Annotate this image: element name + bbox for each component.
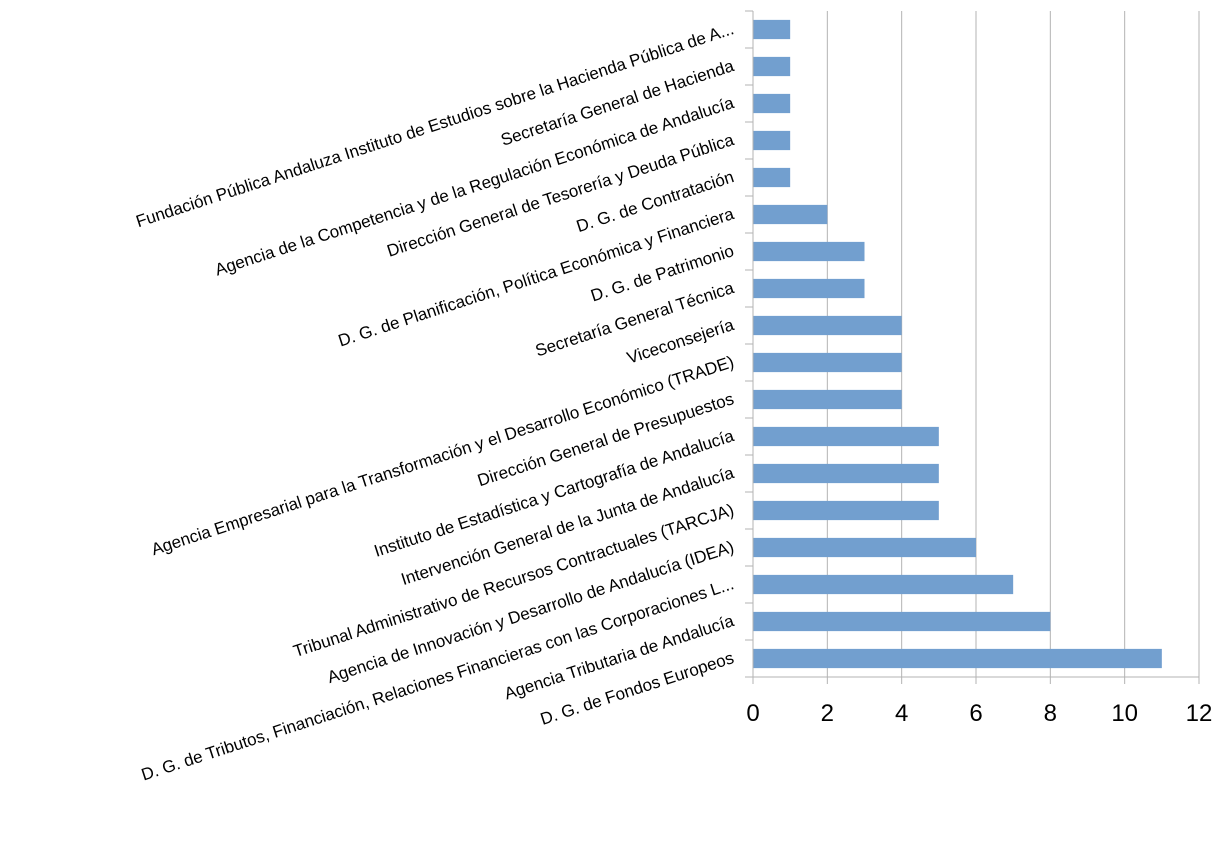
x-tick-label: 8: [1044, 700, 1057, 727]
bar: [753, 93, 791, 114]
bar: [753, 315, 902, 336]
x-tick-label: 4: [895, 700, 908, 727]
bar: [753, 352, 902, 373]
bar: [753, 241, 865, 262]
grid-lines: [826, 11, 1200, 677]
bar: [753, 278, 865, 299]
bar: [753, 648, 1162, 669]
bar: [753, 426, 939, 447]
x-tick-label: 2: [821, 700, 834, 727]
bar: [753, 19, 791, 40]
bar: [753, 463, 939, 484]
bar: [753, 204, 828, 225]
axes: [745, 10, 1200, 684]
bar: [753, 56, 791, 77]
x-tick-label: 12: [1186, 700, 1213, 727]
x-tick-label: 0: [746, 700, 759, 727]
x-tick-label: 6: [969, 700, 982, 727]
x-tick-labels: 0 2 4 6 8 10 12: [746, 700, 1212, 727]
bar: [753, 611, 1051, 632]
bar: [753, 130, 791, 151]
bar: [753, 537, 976, 558]
bar: [753, 500, 939, 521]
x-tick-label: 10: [1111, 700, 1138, 727]
bar: [753, 167, 791, 188]
bar: [753, 574, 1014, 595]
bar: [753, 389, 902, 410]
bars: [753, 19, 1162, 669]
